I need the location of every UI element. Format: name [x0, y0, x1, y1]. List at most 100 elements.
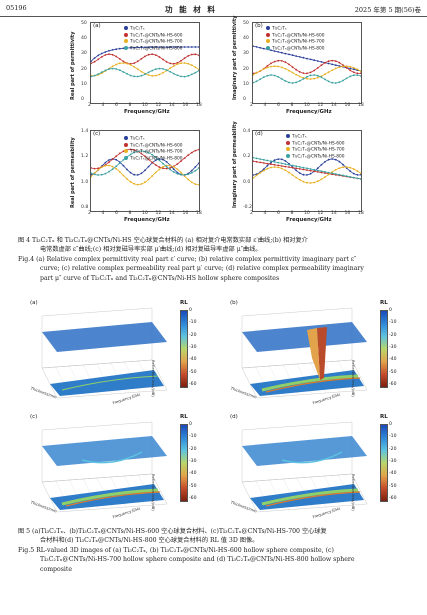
series-point: [126, 72, 128, 75]
series-point: [165, 167, 168, 170]
series-point: [151, 74, 154, 77]
series-point: [154, 54, 157, 56]
x-tick-label: 12: [155, 103, 162, 108]
series-point: [165, 46, 168, 48]
series-point: [331, 63, 334, 66]
x-tick-label: 4: [263, 103, 267, 108]
series-point: [93, 173, 96, 176]
series-point: [284, 160, 287, 162]
fig4-plot: [253, 45, 361, 84]
series-point: [266, 167, 269, 170]
caption-cn-line: 合材料和(d) Ti₃C₂Tₓ@CNTs/Ni-HS-800 空心球复合材料的 …: [40, 537, 259, 545]
series-point: [97, 168, 100, 171]
series-point: [277, 65, 280, 68]
series-point: [352, 67, 355, 69]
series-point: [158, 168, 161, 171]
series-point: [169, 164, 172, 167]
colorbar-title: RL: [380, 414, 388, 420]
series-point: [158, 159, 161, 162]
series-point: [277, 59, 280, 62]
series-point: [277, 161, 280, 164]
series-point: [100, 52, 103, 55]
series-point: [349, 176, 352, 178]
series-point: [262, 68, 265, 70]
series-line: [91, 68, 199, 78]
series-point: [172, 168, 175, 171]
series-point: [172, 171, 175, 173]
x-tick-label: 16: [344, 211, 351, 216]
series-point: [190, 53, 193, 56]
series-point: [151, 153, 154, 156]
legend-entry: Ti₃C₂Tₓ@CNTs/Ni-HS-600: [286, 140, 344, 148]
colorbar-tick: -50: [189, 369, 197, 375]
series-point: [133, 46, 136, 49]
series-point: [180, 46, 182, 48]
series-point: [288, 63, 290, 66]
series-point: [100, 56, 103, 58]
series-point: [190, 151, 193, 154]
series-point: [309, 71, 312, 74]
series-point: [352, 176, 355, 179]
series-point: [151, 175, 154, 177]
series-point: [320, 178, 323, 181]
series-point: [273, 166, 276, 168]
colorbar-tick: -10: [389, 320, 397, 326]
series-point: [115, 155, 118, 158]
series-point: [259, 161, 262, 164]
legend: Ti₃C₂Tₓ Ti₃C₂Tₓ@CNTs/Ni-HS-600 Ti₃C₂Tₓ@CNT…: [124, 26, 182, 52]
colorbar: [380, 424, 388, 502]
series-point: [349, 170, 352, 173]
series-point: [172, 65, 175, 67]
series-point: [91, 173, 92, 176]
x-tick-label: 18: [358, 211, 364, 216]
colorbar-tick: -50: [389, 483, 397, 489]
series-point: [190, 181, 193, 184]
x-axis-label: Frequency/GHz: [286, 217, 332, 223]
series-point: [331, 69, 334, 72]
colorbar-tick: -30: [189, 345, 197, 350]
series-point: [255, 174, 258, 177]
legend: Ti₃C₂Tₓ Ti₃C₂Tₓ@CNTs/Ni-HS-600 Ti₃C₂Tₓ@CNT…: [124, 136, 182, 162]
rl-3d-surface: [241, 421, 368, 513]
series-point: [313, 69, 316, 72]
series-point: [324, 78, 326, 81]
contour-band: [61, 488, 159, 506]
fig5-panel: (d) Reflection loss/(dB) Frequency/GHz Thic…: [222, 412, 412, 520]
y-tick-label: 20: [243, 66, 249, 72]
series-point: [140, 152, 143, 155]
series-point: [320, 76, 323, 79]
series-point: [255, 46, 258, 48]
series-point: [194, 149, 197, 152]
series-point: [270, 163, 272, 166]
y-tick-label: 50: [243, 21, 249, 26]
series-point: [309, 168, 312, 170]
colorbar-tick: -30: [389, 459, 397, 464]
series-point: [158, 67, 161, 70]
series-point: [313, 59, 316, 62]
colorbar-tick: -20: [189, 332, 197, 338]
colorbar-tick: -10: [189, 320, 197, 326]
series-point: [352, 74, 355, 77]
series-point: [169, 168, 172, 171]
series-point: [327, 80, 330, 83]
fig4-plot: [253, 156, 361, 184]
series-point: [158, 46, 161, 48]
series-point: [253, 45, 254, 47]
colorbar: [180, 424, 188, 502]
series-point: [338, 81, 341, 84]
series-point: [183, 62, 186, 64]
legend-entry: Ti₃C₂Tₓ: [266, 26, 324, 33]
panel-label: (a): [30, 300, 38, 306]
series-point: [169, 62, 172, 65]
y-tick-label: 40: [243, 36, 249, 42]
series-point: [136, 46, 139, 49]
series-point: [338, 167, 341, 170]
series-point: [262, 162, 265, 164]
series-point: [356, 72, 359, 75]
series-point: [327, 158, 330, 161]
series-point: [154, 171, 157, 174]
fig5-panel: (c) Reflection loss/(dB) Frequency/GHz Thic…: [22, 412, 212, 520]
y-tick-label: 0: [81, 97, 84, 102]
series-point: [266, 74, 269, 77]
series-point: [349, 69, 352, 72]
